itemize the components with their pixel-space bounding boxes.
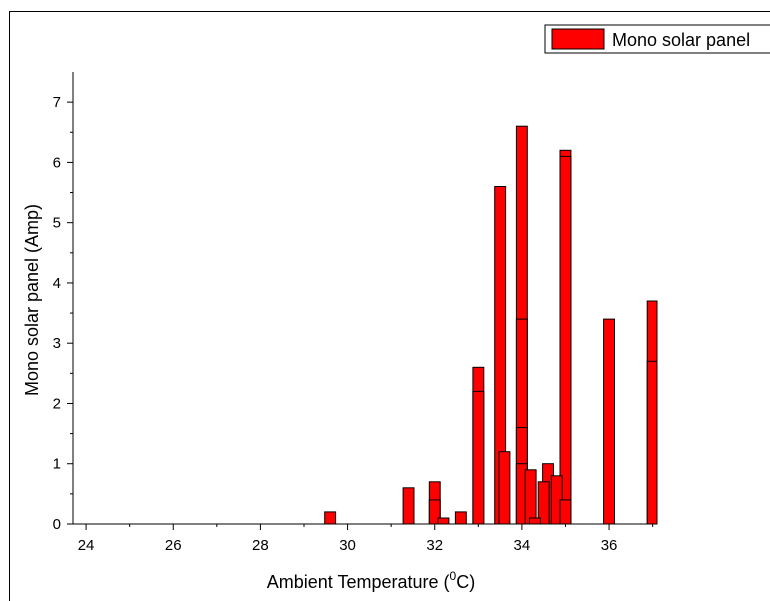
x-tick-label: 30	[339, 537, 356, 554]
x-tick-label: 26	[165, 537, 182, 554]
x-tick-label: 28	[252, 537, 269, 554]
axes-group	[72, 72, 657, 525]
y-tick-label: 1	[53, 456, 61, 473]
y-tick-label: 0	[53, 516, 61, 533]
y-axis-title: Mono solar panel (Amp)	[22, 204, 42, 396]
x-tick-label: 32	[426, 537, 443, 554]
y-tick-label: 4	[53, 275, 61, 292]
bar	[402, 487, 415, 525]
x-tick-label: 24	[78, 537, 95, 554]
legend-label: Mono solar panel	[612, 30, 750, 50]
legend: Mono solar panel	[544, 24, 770, 54]
y-tick-label: 2	[53, 395, 61, 412]
bar	[646, 360, 658, 525]
legend-swatch	[551, 28, 605, 50]
x-axis-title: Ambient Temperature (0C)	[267, 569, 475, 592]
bar	[524, 469, 537, 525]
y-tick-label: 3	[53, 335, 61, 352]
bars-group	[324, 125, 658, 525]
y-tick-label: 7	[53, 94, 61, 111]
chart-frame	[9, 11, 770, 601]
bar	[324, 511, 337, 525]
y-tick-label: 6	[53, 154, 61, 171]
bar	[559, 155, 572, 525]
bar	[559, 499, 572, 525]
x-tick-label: 36	[601, 537, 618, 554]
x-tick-label: 34	[514, 537, 531, 554]
bar	[454, 511, 467, 525]
y-tick-label: 5	[53, 215, 61, 232]
bar	[603, 318, 615, 525]
bar	[437, 517, 450, 525]
bar	[472, 390, 485, 525]
bar	[498, 451, 511, 525]
bar	[529, 517, 541, 525]
